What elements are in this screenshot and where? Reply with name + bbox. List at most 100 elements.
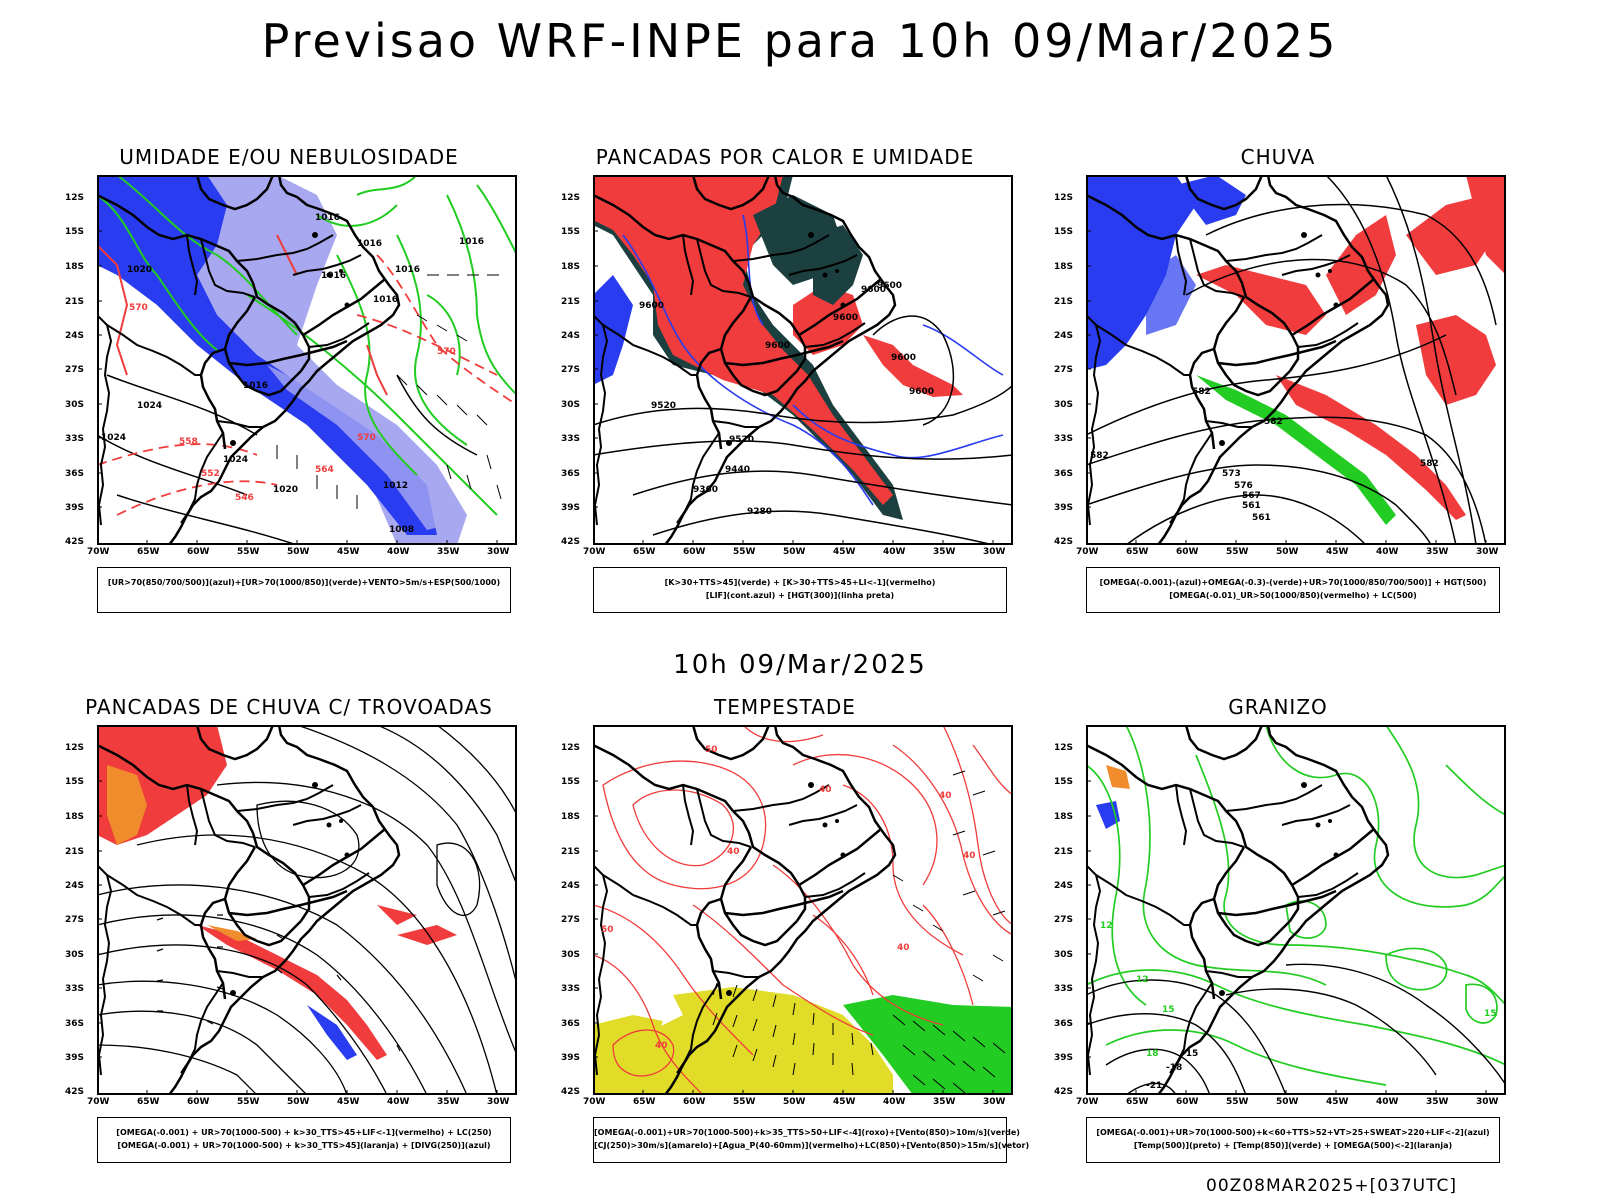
contour-label: -15 — [1182, 1049, 1199, 1059]
map-pancadas-calor[interactable]: 9600 9600 9600 9600 9600 9600 9600 9520 … — [593, 175, 1013, 545]
lat-label: 24S — [65, 881, 85, 891]
contour-label: 558 — [179, 437, 198, 447]
contour-label: 561 — [1242, 501, 1261, 511]
lat-label: 30S — [65, 400, 85, 410]
lat-label: 42S — [561, 1087, 581, 1097]
contour-label: 582 — [1090, 451, 1109, 461]
contour-label: 573 — [1222, 469, 1241, 479]
lon-label: 30W — [1476, 1097, 1499, 1107]
contour-label: 567 — [1242, 491, 1261, 501]
lat-label: 15S — [65, 777, 85, 787]
lon-label: 30W — [983, 547, 1006, 557]
lon-label: 70W — [1076, 1097, 1099, 1107]
lon-label: 35W — [1426, 1097, 1449, 1107]
legend-line: [CJ(250)>30m/s](amarelo)+[Agua_P(40-60mm… — [594, 1141, 1030, 1150]
panel-title: GRANIZO — [1228, 695, 1328, 719]
lat-label: 33S — [561, 434, 581, 444]
lat-label: 21S — [65, 297, 85, 307]
panel-pancadas-calor: PANCADAS POR CALOR E UMIDADE 9600 9600 9… — [537, 145, 1033, 635]
contour-label: 1016 — [459, 237, 485, 247]
lat-label: 30S — [1054, 400, 1074, 410]
panel-trovoadas: PANCADAS DE CHUVA C/ TROVOADAS — [41, 695, 537, 1185]
legend-line: [LIF](cont.azul) + [HGT(300)](linha pret… — [705, 591, 895, 600]
lat-label: 27S — [1054, 365, 1074, 375]
contour-label: 9600 — [891, 353, 917, 363]
lat-label: 18S — [1054, 812, 1074, 822]
contour-label: 552 — [201, 469, 220, 479]
lon-label: 70W — [87, 547, 110, 557]
lon-label: 55W — [237, 547, 260, 557]
lat-label: 36S — [1054, 1019, 1074, 1029]
lat-label: 36S — [561, 1019, 581, 1029]
lat-label: 12S — [65, 743, 85, 753]
contour-label: 15 — [1484, 1009, 1497, 1019]
lon-label: 30W — [1476, 547, 1499, 557]
legend-line: [OMEGA(-0.001)+UR>70(1000-500)+k>35_TTS>… — [594, 1128, 1020, 1137]
contour-label: 1016 — [357, 239, 383, 249]
panel-granizo: GRANIZO — [1030, 695, 1526, 1185]
lon-label: 70W — [583, 547, 606, 557]
lat-label: 42S — [65, 537, 85, 547]
lon-label: 65W — [137, 547, 160, 557]
contour-label: 1020 — [127, 265, 153, 275]
panel-title: PANCADAS DE CHUVA C/ TROVOADAS — [85, 695, 493, 719]
map-umidade[interactable]: 1016 1016 1016 1016 1016 1016 1016 1020 … — [97, 175, 517, 545]
lon-label: 50W — [287, 1097, 310, 1107]
contour-label: 40 — [655, 1041, 668, 1051]
lat-label: 12S — [561, 743, 581, 753]
contour-label: 9600 — [909, 387, 935, 397]
lon-label: 35W — [437, 547, 460, 557]
lon-label: 45W — [1326, 1097, 1349, 1107]
contour-label: 1016 — [243, 381, 269, 391]
lon-label: 60W — [1176, 547, 1199, 557]
contour-label: -18 — [1166, 1063, 1183, 1073]
contour-label: 1016 — [373, 295, 399, 305]
lat-label: 24S — [65, 331, 85, 341]
lon-label: 55W — [733, 1097, 756, 1107]
lon-label: 60W — [683, 1097, 706, 1107]
contour-label: 40 — [939, 791, 952, 801]
lon-label: 50W — [1276, 1097, 1299, 1107]
map-tempestade[interactable]: 50 40 40 40 40 50 40 40 — [593, 725, 1013, 1095]
lat-label: 21S — [1054, 297, 1074, 307]
lon-label: 40W — [1376, 547, 1399, 557]
map-trovoadas[interactable] — [97, 725, 517, 1095]
contour-label: 1020 — [273, 485, 299, 495]
lon-label: 35W — [437, 1097, 460, 1107]
lat-label: 18S — [561, 262, 581, 272]
lon-label: 45W — [833, 1097, 856, 1107]
lat-label: 18S — [65, 262, 85, 272]
contour-label: 9600 — [877, 281, 903, 291]
map-chuva[interactable]: 582 582 582 573 576 567 561 561 582 — [1086, 175, 1506, 545]
lon-label: 40W — [883, 1097, 906, 1107]
lat-label: 42S — [65, 1087, 85, 1097]
lat-label: 30S — [65, 950, 85, 960]
contour-label: 50 — [601, 925, 614, 935]
contour-label: 9280 — [747, 507, 773, 517]
lat-label: 42S — [1054, 537, 1074, 547]
legend-box: [OMEGA(-0.001)+UR>70(1000-500)+k<60+TTS>… — [1086, 1117, 1500, 1163]
lon-label: 70W — [583, 1097, 606, 1107]
legend-box: [UR>70(850/700/500)](azul)+[UR>70(1000/8… — [97, 567, 511, 613]
lat-label: 27S — [65, 365, 85, 375]
lat-label: 12S — [1054, 193, 1074, 203]
lon-label: 40W — [883, 547, 906, 557]
lat-label: 21S — [65, 847, 85, 857]
lat-label: 39S — [561, 503, 581, 513]
lon-label: 45W — [337, 1097, 360, 1107]
lon-label: 60W — [1176, 1097, 1199, 1107]
lat-label: 21S — [1054, 847, 1074, 857]
contour-label: 9600 — [861, 285, 887, 295]
contour-label: 1016 — [315, 213, 341, 223]
contour-label: 9600 — [639, 301, 665, 311]
contour-label: 1012 — [383, 481, 409, 491]
lat-label: 33S — [65, 984, 85, 994]
contour-label: 18 — [1146, 1049, 1159, 1059]
contour-label: 9440 — [725, 465, 751, 475]
lon-label: 60W — [187, 547, 210, 557]
contour-label: 570 — [437, 347, 456, 357]
map-granizo[interactable]: 12 12 15 18 -15 -18 -21 15 — [1086, 725, 1506, 1095]
panel-chuva: CHUVA 582 582 582 573 576 567 561 561 58… — [1030, 145, 1526, 635]
contour-label: 9600 — [765, 341, 791, 351]
legend-line: [UR>70(850/700/500)](azul)+[UR>70(1000/8… — [107, 578, 501, 587]
